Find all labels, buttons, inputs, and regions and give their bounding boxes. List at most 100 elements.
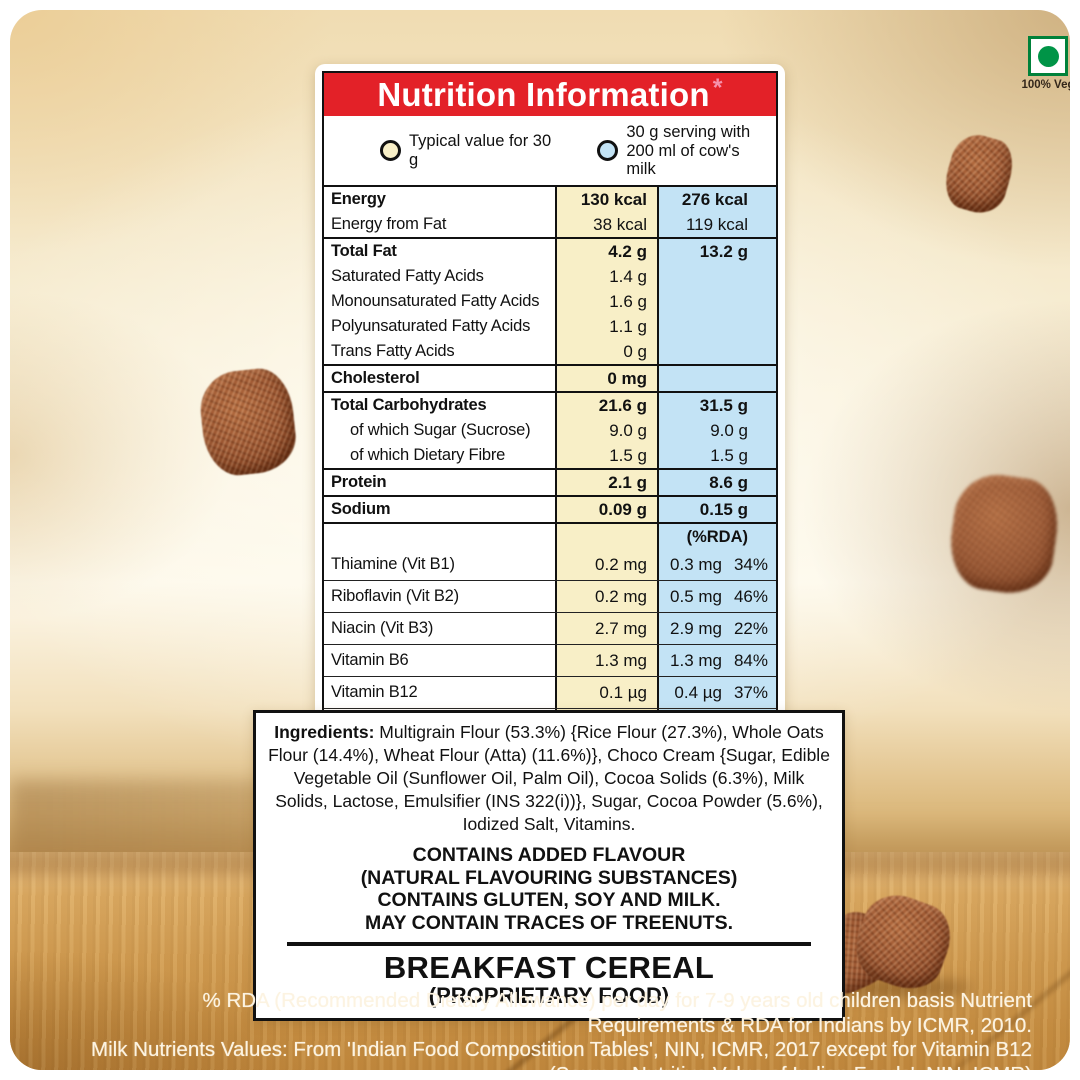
ingredients-paragraph: Ingredients: Multigrain Flour (53.3%) {R… bbox=[267, 721, 831, 836]
legend-item: Typical value for 30 g bbox=[380, 132, 563, 169]
value-with-milk bbox=[657, 288, 776, 314]
legend-swatch-icon bbox=[380, 140, 401, 162]
table-row: Niacin (Vit B3) 2.7 mg 2.9 mg 22% bbox=[324, 612, 776, 645]
warning-line: (NATURAL FLAVOURING SUBSTANCES) bbox=[360, 866, 738, 889]
table-row: Energy from Fat 38 kcal 119 kcal bbox=[324, 211, 776, 239]
nutrient-label: Vitamin B12 bbox=[331, 682, 418, 701]
divider-rule bbox=[286, 942, 812, 946]
value-with-milk: 2.9 mg 22% bbox=[657, 612, 776, 644]
value-per-30g: 1.3 mg bbox=[555, 644, 657, 676]
value-per-30g: 9.0 g bbox=[555, 417, 657, 443]
table-row: of which Dietary Fibre 1.5 g 1.5 g bbox=[324, 442, 776, 470]
value-per-30g: 38 kcal bbox=[555, 211, 657, 237]
nutrient-label: of which Dietary Fibre bbox=[350, 445, 506, 464]
value-with-milk: 0.3 mg 34% bbox=[657, 548, 776, 580]
value-per-30g: 2.7 mg bbox=[555, 612, 657, 644]
value-with-milk: 8.6 g bbox=[657, 469, 776, 495]
value-per-30g: 0.1 µg bbox=[555, 676, 657, 708]
nutrient-label: of which Sugar (Sucrose) bbox=[350, 420, 531, 439]
table-row: Sodium 0.09 g 0.15 g bbox=[324, 496, 776, 524]
value-with-milk bbox=[657, 313, 776, 339]
nutrition-title-text: Nutrition Information bbox=[377, 75, 710, 113]
nutrient-label: Energy from Fat bbox=[331, 214, 447, 233]
value-per-30g: 2.1 g bbox=[555, 469, 657, 495]
nutrient-label: Trans Fatty Acids bbox=[331, 341, 455, 360]
table-row: Protein 2.1 g 8.6 g bbox=[324, 469, 776, 497]
nutrient-label: Niacin (Vit B3) bbox=[331, 618, 434, 637]
value-with-milk: 1.5 g bbox=[657, 442, 776, 468]
value-per-30g: 0.09 g bbox=[555, 496, 657, 522]
value-with-milk: (%RDA) bbox=[657, 523, 776, 549]
value-with-milk: 31.5 g bbox=[657, 392, 776, 418]
veg-dot-icon bbox=[1037, 45, 1059, 67]
legend-row: Typical value for 30 g 30 g serving with 2… bbox=[324, 116, 776, 187]
value-per-30g: 1.6 g bbox=[555, 288, 657, 314]
table-row: Monounsaturated Fatty Acids 1.6 g bbox=[324, 288, 776, 314]
rda-percent: 22% bbox=[733, 618, 768, 638]
legend-swatch-icon bbox=[597, 140, 619, 162]
rda-percent: 84% bbox=[733, 650, 768, 670]
table-row: Total Fat 4.2 g 13.2 g bbox=[324, 238, 776, 264]
value-with-milk: 13.2 g bbox=[657, 238, 776, 264]
value-with-milk: 276 kcal bbox=[657, 186, 776, 212]
value-with-milk bbox=[657, 338, 776, 364]
value-with-milk: 119 kcal bbox=[657, 211, 776, 237]
value-with-milk: 1.3 mg 84% bbox=[657, 644, 776, 676]
value-with-milk: 0.5 mg 46% bbox=[657, 580, 776, 612]
nutrition-card: Nutrition Information * Typical value for… bbox=[315, 64, 785, 782]
value-per-30g: 1.1 g bbox=[555, 313, 657, 339]
table-row: (%RDA) bbox=[324, 523, 776, 549]
table-row: Energy 130 kcal 276 kcal bbox=[324, 186, 776, 212]
value-per-30g: 0.2 mg bbox=[555, 580, 657, 612]
table-row: Vitamin B6 1.3 mg 1.3 mg 84% bbox=[324, 644, 776, 677]
nutrition-title: Nutrition Information * bbox=[324, 73, 776, 116]
table-row: Vitamin B12 0.1 µg 0.4 µg 37% bbox=[324, 676, 776, 709]
cereal-piece bbox=[938, 128, 1020, 220]
ingredients-label: Ingredients: bbox=[274, 722, 375, 742]
table-row: Cholesterol 0 mg bbox=[324, 365, 776, 393]
value-per-30g: 21.6 g bbox=[555, 392, 657, 418]
warning-line: CONTAINS GLUTEN, SOY AND MILK. bbox=[377, 889, 721, 911]
nutrient-label: Vitamin B6 bbox=[331, 650, 409, 669]
legend-label: Typical value for 30 g bbox=[409, 132, 552, 169]
table-row: Polyunsaturated Fatty Acids 1.1 g bbox=[324, 313, 776, 339]
rda-footnote: % RDA (Recommended Dietary Allowance) pe… bbox=[32, 989, 1032, 1070]
value-per-30g: 1.4 g bbox=[555, 263, 657, 289]
allergen-warnings: CONTAINS ADDED FLAVOUR (NATURAL FLAVOURIN… bbox=[267, 844, 831, 934]
product-title: BREAKFAST CEREAL bbox=[383, 950, 715, 985]
warning-line: CONTAINS ADDED FLAVOUR bbox=[412, 844, 686, 866]
nutrient-label bbox=[324, 524, 555, 549]
footnote-line: Requirements & RDA for Indians by ICMR, … bbox=[587, 1013, 1032, 1037]
nutrient-label: Cholesterol bbox=[331, 368, 420, 387]
nutrient-label: Protein bbox=[331, 472, 387, 491]
footnote-line: % RDA (Recommended Dietary Allowance) pe… bbox=[202, 989, 1032, 1012]
title-asterisk: * bbox=[712, 74, 723, 102]
table-row: Thiamine (Vit B1) 0.2 mg 0.3 mg 34% bbox=[324, 548, 776, 581]
nutrient-label: Saturated Fatty Acids bbox=[331, 266, 484, 285]
nutrient-label: Energy bbox=[331, 189, 386, 208]
nutrient-label: Riboflavin (Vit B2) bbox=[331, 586, 459, 605]
table-row: of which Sugar (Sucrose) 9.0 g 9.0 g bbox=[324, 417, 776, 443]
rda-percent: 46% bbox=[733, 586, 768, 606]
nutrient-label: Thiamine (Vit B1) bbox=[331, 554, 455, 573]
value-with-milk bbox=[657, 263, 776, 289]
value-per-30g: 0 mg bbox=[555, 365, 657, 391]
cereal-piece bbox=[196, 365, 300, 479]
veg-badge: 100% Veg bbox=[1016, 36, 1070, 91]
warning-line: MAY CONTAIN TRACES OF TREENUTS. bbox=[365, 911, 733, 934]
veg-symbol-icon bbox=[1028, 36, 1068, 76]
rda-percent: 34% bbox=[733, 554, 768, 574]
value-with-milk: 9.0 g bbox=[657, 417, 776, 443]
value-with-milk: 0.15 g bbox=[657, 496, 776, 522]
nutrient-label: Polyunsaturated Fatty Acids bbox=[331, 316, 531, 335]
table-row: Saturated Fatty Acids 1.4 g bbox=[324, 263, 776, 289]
nutrient-label: Total Carbohydrates bbox=[331, 395, 487, 414]
value-per-30g: 4.2 g bbox=[555, 238, 657, 264]
legend-item: 30 g serving with 200 ml of cow's milk bbox=[597, 123, 772, 179]
nutrition-table-box: Nutrition Information * Typical value for… bbox=[322, 71, 778, 775]
value-per-30g: 0.2 mg bbox=[555, 548, 657, 580]
table-row: Trans Fatty Acids 0 g bbox=[324, 338, 776, 366]
nutrient-label: Total Fat bbox=[331, 241, 397, 260]
ingredients-card: Ingredients: Multigrain Flour (53.3%) {R… bbox=[253, 710, 845, 1021]
product-subtitle: (PROPRIETARY FOOD) bbox=[428, 983, 670, 1008]
